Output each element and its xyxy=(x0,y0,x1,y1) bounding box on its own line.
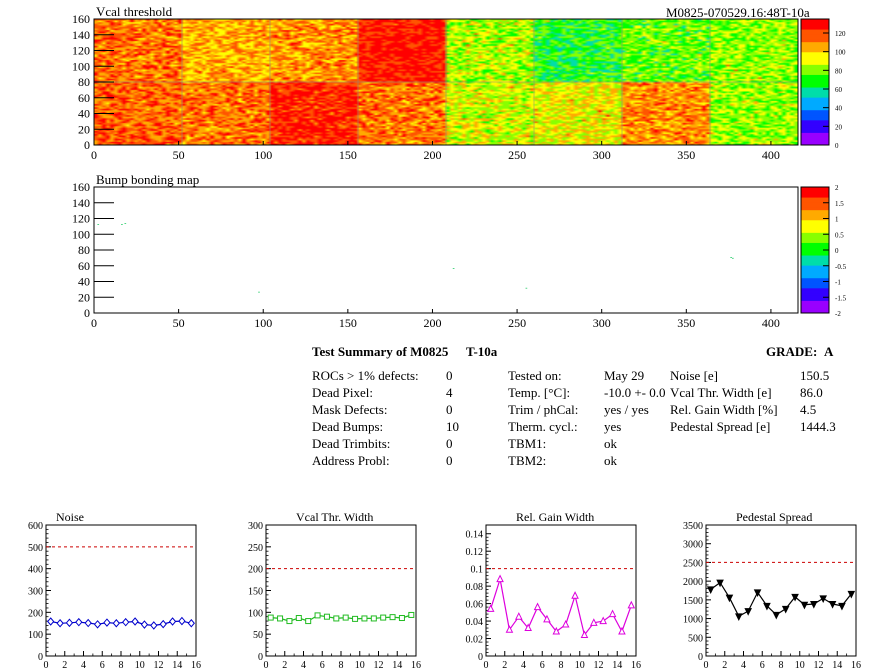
summary-value: 10 xyxy=(446,419,459,434)
summary-value: 0 xyxy=(446,368,453,383)
summary-value: 86.0 xyxy=(800,385,823,400)
summary-value: 150.5 xyxy=(800,368,829,383)
summary-value: 4 xyxy=(446,385,453,400)
summary-label: Dead Pixel: xyxy=(312,385,373,400)
summary-value: yes / yes xyxy=(604,402,649,417)
grade-value: A xyxy=(824,344,833,359)
summary-label: TBM2: xyxy=(508,453,546,468)
summary-value: 4.5 xyxy=(800,402,816,417)
summary-label: Rel. Gain Width [%] xyxy=(670,402,778,417)
summary-label: Pedestal Spread [e] xyxy=(670,419,770,434)
summary-value: 0 xyxy=(446,402,453,417)
summary-label: Vcal Thr. Width [e] xyxy=(670,385,772,400)
summary-value: 0 xyxy=(446,436,453,451)
summary-label: Dead Bumps: xyxy=(312,419,383,434)
summary-title: Test Summary of M0825 xyxy=(312,344,448,359)
summary-label: Address Probl: xyxy=(312,453,390,468)
summary-value: 0 xyxy=(446,453,453,468)
summary-label: TBM1: xyxy=(508,436,546,451)
summary-label: Therm. cycl.: xyxy=(508,419,578,434)
summary-label: Dead Trimbits: xyxy=(312,436,390,451)
summary-value: ok xyxy=(604,453,617,468)
summary-label: Noise [e] xyxy=(670,368,718,383)
summary-value: -10.0 +- 0.0 xyxy=(604,385,666,400)
summary-label: Temp. [°C]: xyxy=(508,385,570,400)
summary-temp-tag: T-10a xyxy=(466,344,497,359)
run-id-label: M0825-070529.16:48T-10a xyxy=(666,5,810,20)
summary-label: Tested on: xyxy=(508,368,562,383)
summary-value: May 29 xyxy=(604,368,644,383)
summary-label: Mask Defects: xyxy=(312,402,387,417)
summary-label: Trim / phCal: xyxy=(508,402,578,417)
grade-label: GRADE: xyxy=(766,344,817,359)
summary-value: yes xyxy=(604,419,621,434)
summary-value: ok xyxy=(604,436,617,451)
summary-label: ROCs > 1% defects: xyxy=(312,368,419,383)
summary-value: 1444.3 xyxy=(800,419,836,434)
